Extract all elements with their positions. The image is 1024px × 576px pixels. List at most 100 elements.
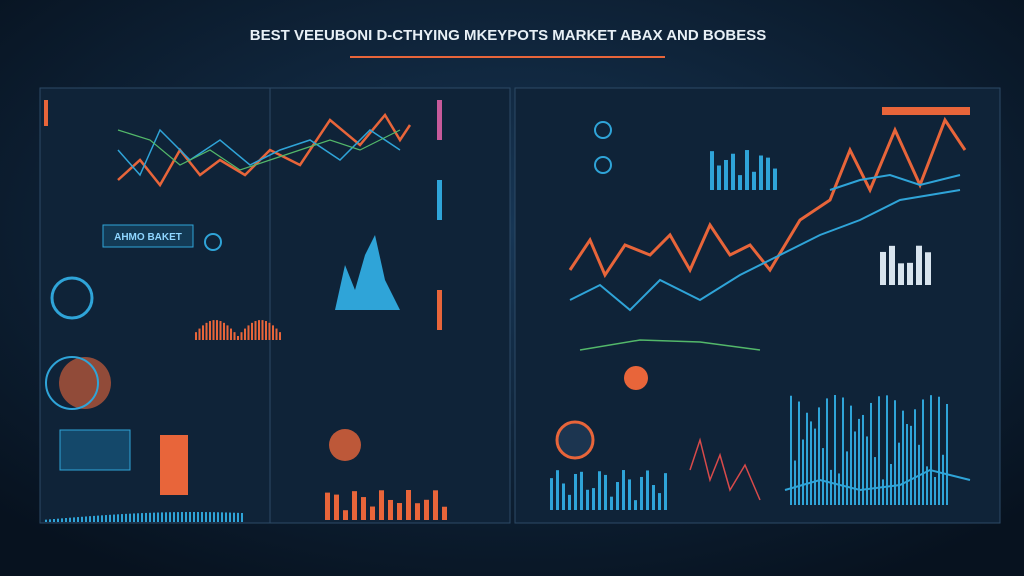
decor-bar (773, 168, 777, 190)
decor-bar (646, 470, 649, 510)
decor-bar (145, 512, 147, 522)
gauge (594, 121, 612, 139)
decor-bar (195, 332, 197, 340)
decor-bar (181, 512, 183, 522)
decor-bar (45, 519, 47, 522)
decor-bar (247, 325, 250, 340)
decor-bar (216, 320, 218, 340)
decor-bar (65, 518, 67, 522)
decor-bar (946, 403, 948, 505)
decor-bar (652, 485, 655, 510)
decor-bar (810, 421, 812, 505)
decor-bar (209, 321, 211, 340)
decor-bar (213, 512, 215, 522)
decor-bar (205, 512, 207, 522)
accent (437, 180, 442, 220)
decor-bar (658, 493, 661, 510)
decor-bar (219, 321, 222, 340)
decor-bar (379, 490, 384, 520)
decor-bar (109, 514, 111, 522)
decor-bar (724, 159, 728, 190)
decor-bar (73, 517, 75, 522)
gauge (45, 356, 99, 410)
decor-bar (105, 515, 107, 522)
decor-bar (898, 263, 904, 285)
decor-bar (731, 153, 735, 190)
decor-bar (834, 395, 836, 505)
decor-bar (251, 322, 253, 340)
trend-line (569, 189, 961, 312)
decor-bar (185, 512, 187, 522)
decor-bar (57, 518, 59, 522)
decor-bar (133, 513, 135, 522)
gauge (555, 420, 595, 460)
gauge (59, 357, 111, 409)
trend-line (689, 437, 761, 501)
decor-bar (237, 512, 239, 522)
decor-bar (934, 477, 936, 505)
decor-bar (889, 245, 895, 285)
decor-bar (628, 479, 631, 510)
decor-bar (334, 494, 339, 520)
decor-bar (902, 410, 904, 505)
decor-bar (370, 506, 375, 520)
decor-bar (77, 517, 79, 522)
decor-bar (838, 473, 840, 505)
decor-bar (221, 512, 223, 522)
decor-bar (254, 321, 257, 340)
decor-bar (244, 328, 246, 340)
decor-bar (129, 513, 131, 522)
decor-bar (738, 175, 742, 190)
decor-bar (343, 510, 348, 520)
decor-bar (49, 519, 51, 522)
decor-bar (212, 320, 215, 340)
decor-bar (717, 165, 721, 190)
gauge (50, 276, 94, 320)
decor-bar (173, 512, 175, 522)
decor-bar (205, 322, 208, 340)
decor-bar (93, 515, 95, 522)
decor-bar (846, 451, 848, 505)
bar-groups (45, 150, 948, 522)
decor-bar (922, 399, 924, 505)
decor-bar (850, 405, 852, 505)
decor-bar (241, 513, 243, 522)
trend-line (829, 173, 961, 191)
decor-bar (406, 490, 411, 520)
decor-bar (361, 497, 366, 520)
decor-bar (926, 466, 928, 505)
decor-bar (225, 512, 227, 522)
title: BEST VEEUBONI D-CTHYING MKEYPOTS MARKET … (250, 27, 766, 44)
decor-bar (882, 479, 884, 505)
accent (437, 290, 442, 330)
decor-bar (165, 512, 167, 522)
decor-bar (894, 400, 896, 505)
trend-line (568, 116, 967, 279)
decor-bar (574, 473, 577, 510)
decor-bar (710, 151, 714, 190)
badge-text: AHMO BAKET (114, 232, 182, 243)
decor-bar (622, 470, 625, 510)
area (335, 235, 400, 310)
trend-line (117, 112, 412, 188)
decor-bar (261, 320, 264, 340)
decor-bar (907, 262, 913, 285)
decor-bar (189, 512, 191, 522)
decor-bar (880, 251, 886, 285)
decor-bar (97, 515, 99, 522)
decor-bar (759, 155, 763, 190)
decor-bar (177, 512, 179, 522)
decor-bar (424, 499, 429, 520)
badge (102, 224, 194, 248)
decor-bar (664, 473, 667, 510)
decor-bar (226, 325, 229, 340)
decor-bar (610, 496, 613, 510)
decor-bar (198, 328, 201, 340)
decor-bar (930, 395, 932, 505)
decor-bar (878, 396, 880, 505)
decor-bar (562, 483, 565, 510)
decor-bar (806, 412, 808, 505)
decor-bar (790, 395, 792, 505)
decor-bar (69, 517, 71, 522)
